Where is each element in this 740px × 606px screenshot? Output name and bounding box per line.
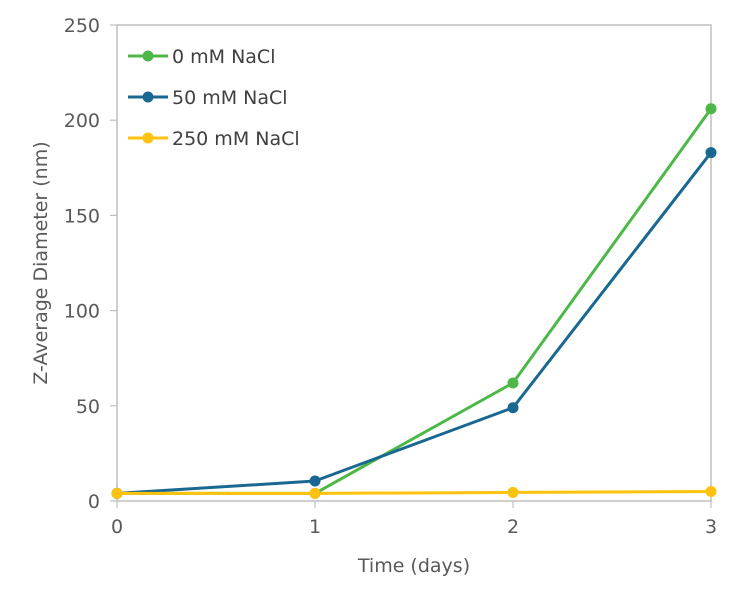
data-point xyxy=(705,147,717,159)
data-point xyxy=(507,377,519,389)
x-tick-label: 2 xyxy=(507,516,519,538)
x-tick-label: 0 xyxy=(111,516,123,538)
data-point xyxy=(705,103,717,115)
data-point xyxy=(309,475,321,487)
x-axis: 0 1 2 3 xyxy=(111,501,717,538)
y-axis-title: Z-Average Diameter (nm) xyxy=(30,141,52,384)
y-tick-label: 200 xyxy=(64,110,100,132)
data-point xyxy=(705,485,717,497)
y-tick-label: 250 xyxy=(64,15,100,37)
series-line xyxy=(111,147,717,499)
x-tick-label: 1 xyxy=(309,516,321,538)
legend-label: 250 mM NaCl xyxy=(172,128,300,150)
legend-marker-icon xyxy=(142,132,154,144)
series-line xyxy=(111,103,717,499)
data-point xyxy=(507,402,519,414)
legend-marker-icon xyxy=(142,91,154,103)
y-tick-label: 50 xyxy=(76,396,100,418)
legend-item: 250 mM NaCl xyxy=(128,128,300,150)
plot-area xyxy=(116,24,712,502)
series-line xyxy=(111,485,717,499)
x-axis-title: Time (days) xyxy=(357,555,470,577)
legend: 0 mM NaCl 50 mM NaCl 250 mM NaCl xyxy=(128,46,300,150)
data-point xyxy=(507,486,519,498)
legend-marker-icon xyxy=(142,50,154,62)
y-axis: 0 50 100 150 200 250 xyxy=(64,15,117,513)
legend-item: 0 mM NaCl xyxy=(128,46,275,68)
y-tick-label: 150 xyxy=(64,205,100,227)
legend-item: 50 mM NaCl xyxy=(128,87,288,109)
data-point xyxy=(309,487,321,499)
legend-label: 50 mM NaCl xyxy=(172,87,288,109)
y-tick-label: 0 xyxy=(88,491,100,513)
legend-label: 0 mM NaCl xyxy=(172,46,275,68)
y-tick-label: 100 xyxy=(64,301,100,323)
series-group xyxy=(111,103,717,499)
data-point xyxy=(111,487,123,499)
x-tick-label: 3 xyxy=(705,516,717,538)
